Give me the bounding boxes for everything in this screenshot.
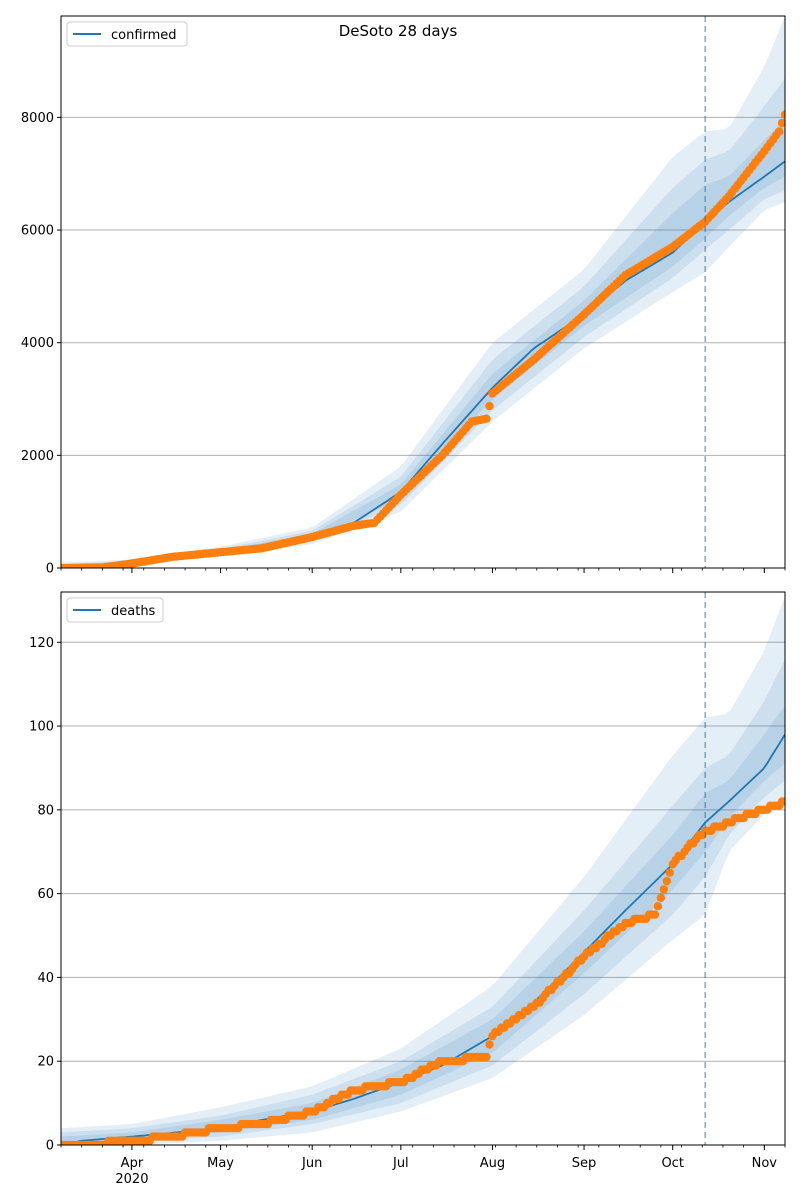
ytick-label: 8000 xyxy=(21,111,54,126)
band-outer xyxy=(61,596,785,1145)
xtick-label: Jul xyxy=(392,1156,409,1171)
ytick-label: 20 xyxy=(37,1055,54,1070)
ytick-label: 60 xyxy=(37,887,54,902)
ytick-label: 100 xyxy=(29,720,54,735)
ytick-label: 6000 xyxy=(21,224,54,239)
xtick-label: Oct xyxy=(661,1156,683,1171)
xtick-label: May xyxy=(207,1156,234,1171)
panel-confirmed: 0 2000 4000 6000 8000 confirmed xyxy=(21,15,786,577)
axes-frame xyxy=(60,591,786,1146)
observed-point xyxy=(485,1040,494,1049)
ytick-label: 80 xyxy=(37,803,54,818)
band-middle xyxy=(61,659,785,1145)
xtick-label: Jun xyxy=(301,1156,322,1171)
ytick-label: 120 xyxy=(29,636,54,651)
legend: confirmed xyxy=(66,21,188,47)
legend-box xyxy=(66,21,188,47)
xtick-label: Aug xyxy=(480,1156,505,1171)
band-outer xyxy=(61,16,785,568)
uncertainty-bands xyxy=(61,596,785,1145)
ytick-label: 40 xyxy=(37,971,54,986)
legend-box xyxy=(66,597,164,623)
observed-point xyxy=(659,885,668,894)
figure-title: DeSoto 28 days xyxy=(339,22,458,40)
observed-point xyxy=(482,1052,491,1062)
observed-point xyxy=(774,127,784,136)
observed-points xyxy=(61,797,785,1145)
ytick-label: 2000 xyxy=(21,449,54,464)
observed-point xyxy=(482,414,491,423)
observed-point xyxy=(662,876,671,886)
axes-frame xyxy=(60,15,786,569)
observed-point xyxy=(665,868,674,877)
observed-point xyxy=(780,797,785,806)
legend: deaths xyxy=(66,597,164,623)
uncertainty-bands xyxy=(61,16,785,568)
xtick-label: Apr xyxy=(121,1156,144,1171)
observed-point xyxy=(653,902,663,911)
observed-point xyxy=(485,401,494,411)
xtick-sublabel: 2020 xyxy=(115,1172,148,1187)
observed-point xyxy=(780,110,785,119)
ytick-label: 0 xyxy=(46,562,54,577)
observed-point xyxy=(777,118,785,128)
ytick-label: 4000 xyxy=(21,336,54,351)
observed-point xyxy=(650,910,660,919)
ytick-label: 0 xyxy=(46,1139,54,1154)
observed-point xyxy=(656,893,666,902)
legend-label: confirmed xyxy=(111,28,177,43)
observed-points xyxy=(61,110,785,568)
band-middle xyxy=(61,78,785,568)
legend-label: deaths xyxy=(111,604,156,619)
xtick-label: Sep xyxy=(572,1156,597,1171)
xtick-label: Nov xyxy=(752,1156,778,1171)
